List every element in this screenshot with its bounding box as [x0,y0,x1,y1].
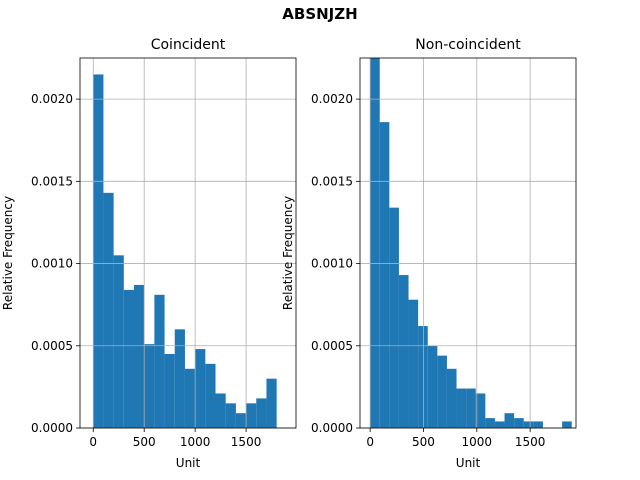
histogram-bar [494,421,505,428]
histogram-bar [266,378,277,428]
histogram-bar [514,418,524,428]
subplot-title: Non-coincident [415,37,521,53]
subplot-non-coincident: 0 500 1000 1500 0.0000 0.0005 0.0010 0.0015 0.00… [281,37,577,470]
axes-frame [359,57,577,429]
histogram-bar [93,74,104,428]
x-tick-label: 0 [366,435,374,449]
histogram-bar [215,393,226,428]
x-tick-label: 1000 [462,435,493,449]
histogram-bar [246,403,257,428]
histogram-bar [184,368,196,428]
histogram-bar [235,413,247,428]
histogram-bar [174,329,185,428]
histogram-bar [418,326,428,428]
x-tick-label: 1000 [180,435,211,449]
histogram-bar [504,413,515,428]
histogram-bar [523,421,534,428]
histogram-bar [103,192,114,428]
y-tick-label: 0.0015 [31,174,73,188]
y-tick-label: 0.0020 [31,92,73,106]
histogram-bar [398,275,409,428]
histogram-bar [256,398,267,428]
y-tick-label: 0.0000 [31,421,73,435]
y-tick-label: 0.0015 [311,174,353,188]
histogram-bar [427,345,438,428]
x-axis-label: Unit [176,456,201,470]
figure-suptitle: ABSNJZH [282,5,357,23]
histogram-bar [205,363,216,428]
subplot-coincident: 0 500 1000 1500 0.0000 0.0005 0.0010 0.0015 0.00… [1,37,297,470]
y-tick-label: 0.0005 [31,339,73,353]
bars [93,74,277,428]
axes-frame [79,57,297,429]
subplot-title: Coincident [151,37,226,53]
y-axis-label: Relative Frequency [281,196,295,310]
histogram-bar [123,289,134,428]
histogram-bar [562,421,572,428]
y-tick-label: 0.0010 [31,257,73,271]
histogram-bar [389,207,399,428]
histogram-bar [164,354,175,428]
histogram-bar [446,368,457,428]
y-tick-label: 0.0000 [311,421,353,435]
x-axis-label: Unit [456,456,481,470]
x-tick-label: 500 [133,435,156,449]
histogram-bar [456,388,467,428]
histogram-bar [533,421,543,428]
histogram-bar [408,299,419,428]
histogram-bar [379,122,390,428]
histogram-bar [475,393,486,428]
x-tick-label: 1500 [515,435,546,449]
x-tick-label: 500 [412,435,435,449]
histogram-bar [485,418,495,428]
histogram-bar [225,403,236,428]
y-tick-label: 0.0005 [311,339,353,353]
y-tick-label: 0.0020 [311,92,353,106]
x-tick-label: 0 [89,435,97,449]
histogram-bar [466,388,476,428]
histogram-bar [113,255,124,428]
histogram-bar [154,294,165,428]
histogram-bar [144,344,155,428]
histogram-bar [195,349,206,428]
y-tick-label: 0.0010 [311,257,353,271]
histogram-bar [370,58,380,428]
x-tick-label: 1500 [231,435,262,449]
histogram-bar [134,284,145,428]
bars [370,58,572,428]
y-axis-label: Relative Frequency [1,196,15,310]
histogram-bar [437,355,447,428]
